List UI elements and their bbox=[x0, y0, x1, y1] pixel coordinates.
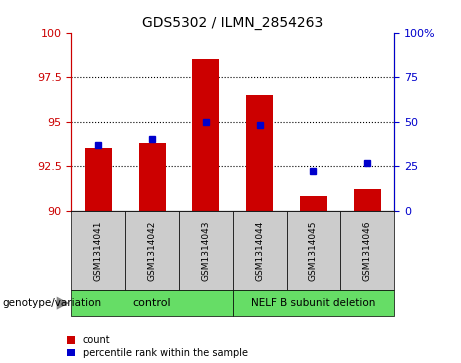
Bar bbox=[233, 211, 287, 290]
Bar bbox=[233, 290, 394, 316]
Text: GSM1314042: GSM1314042 bbox=[148, 220, 157, 281]
Bar bbox=[179, 211, 233, 290]
Legend: count, percentile rank within the sample: count, percentile rank within the sample bbox=[67, 335, 248, 358]
Bar bbox=[71, 211, 125, 290]
Bar bbox=[354, 189, 381, 211]
Bar bbox=[340, 211, 394, 290]
Text: control: control bbox=[133, 298, 171, 308]
Text: GSM1314044: GSM1314044 bbox=[255, 220, 264, 281]
Bar bbox=[139, 143, 165, 211]
Title: GDS5302 / ILMN_2854263: GDS5302 / ILMN_2854263 bbox=[142, 16, 324, 30]
Bar bbox=[246, 95, 273, 211]
Text: GSM1314041: GSM1314041 bbox=[94, 220, 103, 281]
Bar bbox=[287, 211, 340, 290]
Text: GSM1314046: GSM1314046 bbox=[363, 220, 372, 281]
Text: NELF B subunit deletion: NELF B subunit deletion bbox=[251, 298, 376, 308]
Text: genotype/variation: genotype/variation bbox=[2, 298, 101, 308]
Text: GSM1314043: GSM1314043 bbox=[201, 220, 210, 281]
Polygon shape bbox=[57, 297, 69, 310]
Bar bbox=[300, 196, 327, 211]
Bar bbox=[193, 59, 219, 211]
Bar bbox=[85, 148, 112, 211]
Bar bbox=[71, 290, 233, 316]
Bar bbox=[125, 211, 179, 290]
Text: GSM1314045: GSM1314045 bbox=[309, 220, 318, 281]
